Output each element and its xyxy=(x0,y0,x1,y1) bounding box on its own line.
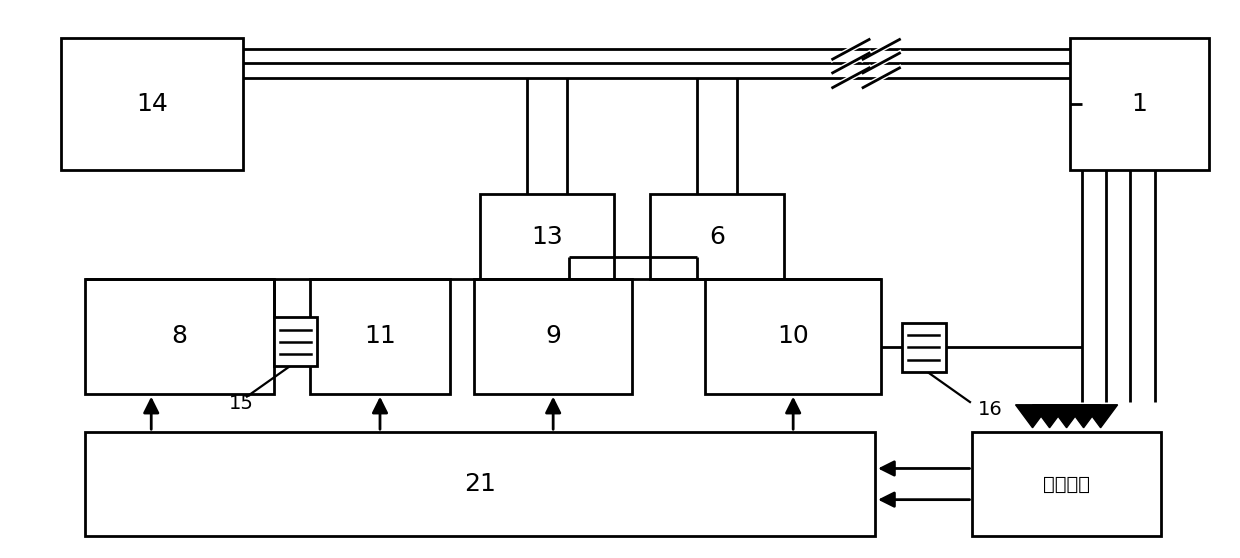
FancyBboxPatch shape xyxy=(274,318,317,367)
Text: 9: 9 xyxy=(546,324,562,348)
FancyBboxPatch shape xyxy=(901,323,946,372)
FancyBboxPatch shape xyxy=(86,432,875,536)
FancyBboxPatch shape xyxy=(86,279,274,394)
FancyBboxPatch shape xyxy=(61,39,243,170)
Polygon shape xyxy=(1049,405,1084,428)
Text: 16: 16 xyxy=(978,400,1003,418)
Polygon shape xyxy=(1084,405,1117,428)
Text: 15: 15 xyxy=(228,394,253,413)
Text: 1: 1 xyxy=(1132,92,1147,116)
Polygon shape xyxy=(1016,405,1049,428)
Text: 6: 6 xyxy=(709,225,725,249)
Text: 21: 21 xyxy=(464,472,496,496)
FancyBboxPatch shape xyxy=(972,432,1161,536)
Text: 10: 10 xyxy=(777,324,808,348)
Polygon shape xyxy=(1033,405,1066,428)
Text: 11: 11 xyxy=(365,324,396,348)
Polygon shape xyxy=(1066,405,1101,428)
Text: 14: 14 xyxy=(136,92,169,116)
Text: 13: 13 xyxy=(531,225,563,249)
FancyBboxPatch shape xyxy=(480,194,614,279)
FancyBboxPatch shape xyxy=(650,194,784,279)
Text: 检测模块: 检测模块 xyxy=(1043,474,1090,494)
Text: 8: 8 xyxy=(171,324,187,348)
FancyBboxPatch shape xyxy=(310,279,450,394)
FancyBboxPatch shape xyxy=(474,279,632,394)
FancyBboxPatch shape xyxy=(1070,39,1209,170)
FancyBboxPatch shape xyxy=(706,279,882,394)
